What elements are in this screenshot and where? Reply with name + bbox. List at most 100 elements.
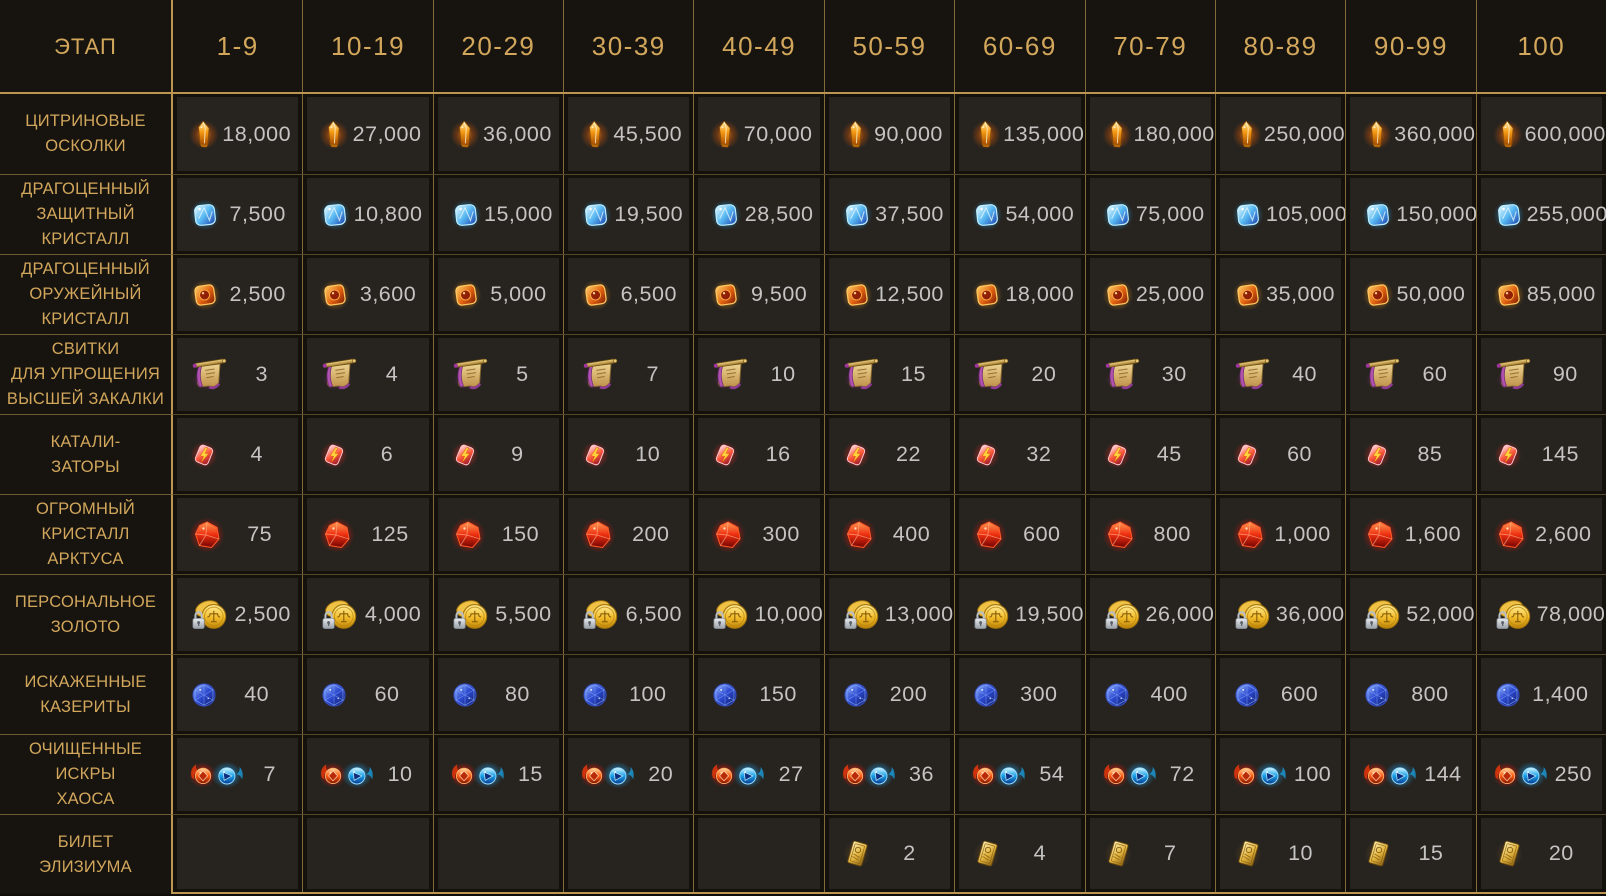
reward-chip: 60 <box>307 658 429 731</box>
personal-gold-icon <box>708 596 754 634</box>
reward-cell: 75,000 <box>1084 175 1215 254</box>
reward-cell: 360,000 <box>1345 94 1475 174</box>
cell-value: 37,500 <box>875 202 944 226</box>
kazerite-icon <box>448 678 482 712</box>
reward-chip: 255,000 <box>1480 178 1606 251</box>
cell-value: 4 <box>1033 841 1047 865</box>
reward-cell: 125 <box>302 495 432 574</box>
column-header-label: 50-59 <box>852 30 927 61</box>
reward-cell: 4 <box>173 415 302 494</box>
elysium-ticket-icon <box>1230 836 1266 872</box>
reward-chip: 400 <box>828 498 951 571</box>
defense-crystal-icon <box>317 197 353 233</box>
reward-cell <box>693 815 823 892</box>
reward-chip: 3,600 <box>307 258 429 331</box>
row-label: КАТАЛИ- ЗАТОРЫ <box>0 414 171 494</box>
reward-chip: 12,500 <box>828 258 951 331</box>
reward-cell: 135,000 <box>954 94 1084 174</box>
personal-gold-icon <box>1360 596 1406 634</box>
reward-chip: 2,500 <box>177 578 299 651</box>
cell-value: 4 <box>250 442 263 466</box>
chaos-sparks-icon <box>187 757 247 793</box>
weapon-crystal-icon <box>708 277 744 313</box>
reward-chip: 4 <box>307 338 429 411</box>
catalyst-icon <box>969 438 1003 472</box>
reward-chip: 45 <box>1089 418 1211 491</box>
reward-cell <box>173 815 302 892</box>
reward-chip: 15 <box>1350 818 1472 889</box>
reward-cell: 2 <box>823 815 954 892</box>
weapon-crystal-icon <box>448 277 484 313</box>
cell-value: 26,000 <box>1145 602 1215 626</box>
weapon-crystal-icon <box>1491 277 1527 313</box>
reward-chip: 22 <box>828 418 951 491</box>
row-cells: 2,500 3,600 5,000 6,500 9,500 12,500 18,000 25,… <box>171 254 1606 334</box>
reward-cell: 78,000 <box>1475 575 1606 654</box>
weapon-crystal-icon <box>187 277 223 313</box>
chaos-sparks-icon <box>1491 757 1551 793</box>
row-label: ПЕРСОНАЛЬНОЕ ЗОЛОТО <box>0 574 171 654</box>
row-label-line: ОРУЖЕЙНЫЙ <box>29 285 142 304</box>
cell-value: 10 <box>770 362 796 386</box>
tempering-scroll-icon <box>1230 356 1274 393</box>
weapon-crystal-icon <box>969 277 1005 313</box>
reward-cell: 80 <box>432 655 563 734</box>
cell-value: 10 <box>387 762 413 786</box>
reward-cell: 4 <box>954 815 1084 892</box>
cell-value: 54,000 <box>1005 202 1075 226</box>
reward-cell: 10 <box>693 335 823 414</box>
personal-gold-icon <box>1491 596 1537 634</box>
row-label: БИЛЕТ ЭЛИЗИУМА <box>0 814 171 894</box>
reward-chip: 5,500 <box>437 578 560 651</box>
kazerite-icon <box>1360 678 1394 712</box>
reward-chip: 150 <box>437 498 560 571</box>
reward-cell: 22 <box>823 415 954 494</box>
chaos-sparks-icon <box>448 757 508 793</box>
cell-value: 6,500 <box>625 602 682 626</box>
weapon-crystal-icon <box>839 277 875 313</box>
column-header-label: 70-79 <box>1113 30 1188 61</box>
reward-cell: 600 <box>954 495 1084 574</box>
column-header-90-99: 90-99 <box>1345 0 1475 92</box>
citrine-shards-icon <box>969 116 1003 152</box>
reward-cell: 10,800 <box>302 175 432 254</box>
reward-chip: 145 <box>1480 418 1602 491</box>
reward-chip: 6,500 <box>568 258 690 331</box>
cell-value: 15 <box>517 762 543 786</box>
cell-value: 20 <box>1031 362 1057 386</box>
cell-value: 2,600 <box>1535 522 1592 546</box>
row-cells: 7 10 15 20 27 36 54 72 100 144 250 <box>171 734 1606 814</box>
catalyst-icon <box>317 438 351 472</box>
arktus-crystal-icon <box>1100 515 1140 555</box>
weapon-crystal-icon <box>578 277 614 313</box>
table-row: СВИТКИ ДЛЯ УПРОЩЕНИЯ ВЫСШЕЙ ЗАКАЛКИ 3 4 5 7 10 1… <box>0 334 1606 414</box>
reward-chip: 16 <box>698 418 820 491</box>
chaos-sparks-icon <box>1360 757 1420 793</box>
defense-crystal-icon <box>1100 197 1136 233</box>
column-header-label: 100 <box>1517 30 1566 61</box>
chaos-sparks-icon <box>1230 757 1290 793</box>
cell-value: 72 <box>1169 762 1195 786</box>
cell-value: 20 <box>648 762 674 786</box>
column-header-label: 20-29 <box>461 30 536 61</box>
reward-chip: 200 <box>568 498 690 571</box>
reward-chip: 26,000 <box>1089 578 1214 651</box>
reward-cell: 15,000 <box>432 175 563 254</box>
cell-value: 300 <box>1020 682 1058 706</box>
reward-cell <box>432 815 563 892</box>
column-header-70-79: 70-79 <box>1084 0 1215 92</box>
table-row: ИСКАЖЕННЫЕ КАЗЕРИТЫ 40 60 80 100 150 200 300 400 6… <box>0 654 1606 734</box>
cell-value: 85 <box>1417 442 1443 466</box>
reward-chip: 13,000 <box>828 578 953 651</box>
cell-value: 20 <box>1548 841 1574 865</box>
table-row: ДРАГОЦЕННЫЙ ЗАЩИТНЫЙ КРИСТАЛЛ 7,500 10,800 15… <box>0 174 1606 254</box>
defense-crystal-icon <box>839 197 875 233</box>
row-cells: 2 4 7 10 15 20 <box>171 814 1606 894</box>
column-header-label: 80-89 <box>1243 30 1318 61</box>
table-row: ПЕРСОНАЛЬНОЕ ЗОЛОТО 2,500 4,000 5,500 6,500 10… <box>0 574 1606 654</box>
tempering-scroll-icon <box>187 356 231 393</box>
row-label-line: БИЛЕТ <box>57 832 114 851</box>
reward-cell: 4,000 <box>302 575 432 654</box>
reward-cell: 100 <box>1214 735 1345 814</box>
